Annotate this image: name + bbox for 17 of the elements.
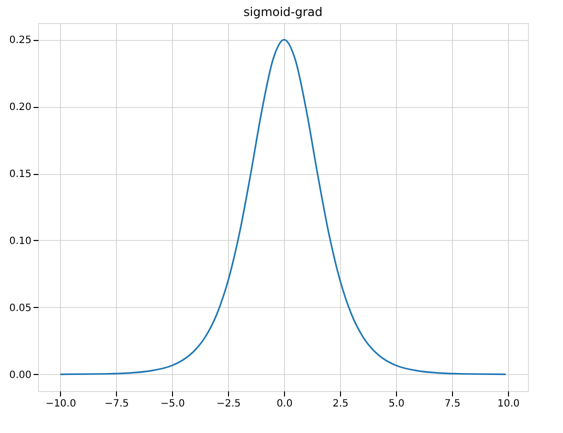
y-tick-label: 0.15	[9, 169, 32, 180]
x-tick-label: −5.0	[160, 398, 185, 410]
y-tick-label: 0.25	[9, 35, 32, 46]
y-tick-label: 0.05	[9, 302, 32, 314]
x-tick-label: 0.0	[276, 398, 293, 410]
x-tick-label: −7.5	[104, 398, 129, 410]
x-tick-label: −10.0	[45, 398, 76, 410]
y-tick-label: 0.10	[9, 236, 32, 247]
x-tick-label: 5.0	[388, 398, 404, 410]
x-tick-label: −2.5	[216, 398, 241, 410]
chart-title: sigmoid-grad	[243, 5, 323, 19]
y-tick-label: 0.20	[9, 102, 32, 114]
x-tick-label: 7.5	[444, 398, 460, 410]
x-tick-label: 2.5	[332, 398, 349, 410]
x-tick-label: 10.0	[497, 398, 520, 410]
line-series	[59, 38, 507, 376]
y-tick-label: 0.00	[9, 370, 32, 381]
